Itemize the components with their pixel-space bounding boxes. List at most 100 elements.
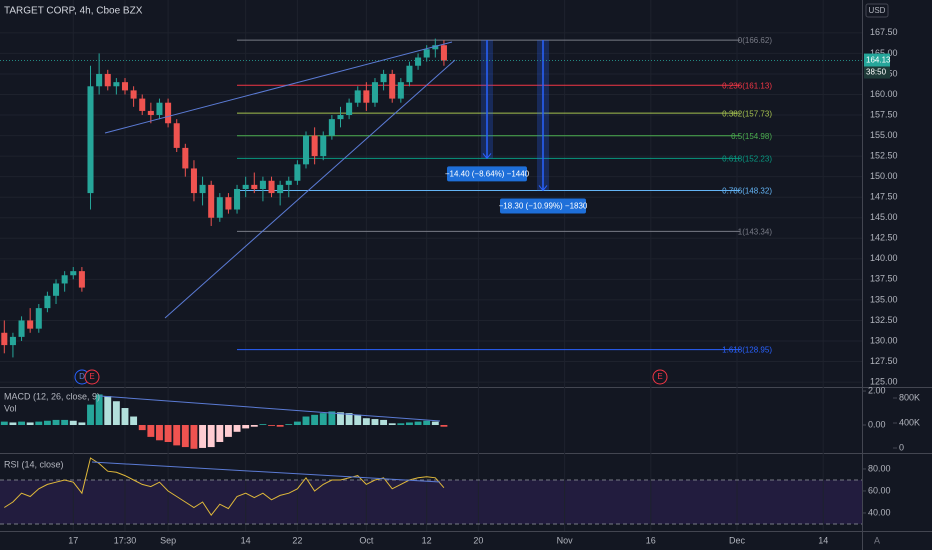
volume-tick-label: 400K	[899, 417, 920, 427]
macd-title: MACD (12, 26, close, 9)	[4, 391, 100, 401]
macd-bar	[18, 421, 25, 426]
y-tick-label: 155.00	[870, 130, 898, 140]
macd-bar	[156, 425, 163, 441]
macd-bar	[130, 416, 138, 426]
macd-tick-label: 0.00	[868, 419, 886, 429]
macd-bar	[268, 425, 275, 426]
macd-bar	[354, 414, 362, 426]
candle-body	[294, 164, 301, 181]
y-tick-label: 160.00	[870, 89, 898, 99]
candle-body	[268, 180, 275, 194]
macd-bar	[414, 421, 422, 426]
y-tick-label: 145.00	[870, 212, 898, 222]
candle-body	[302, 135, 310, 165]
candle-body	[139, 98, 146, 111]
macd-bar	[397, 423, 405, 426]
x-tick-label: 14	[241, 535, 251, 545]
measure-arrowhead	[482, 153, 492, 160]
macd-bar	[285, 424, 293, 426]
candle-body	[242, 184, 249, 189]
candle-body	[320, 135, 327, 157]
candle-body	[432, 45, 439, 50]
fib-label: 0(166.62)	[738, 36, 773, 45]
rsi-line	[4, 457, 445, 517]
candle-body	[44, 295, 51, 309]
macd-bar	[147, 425, 155, 437]
fib-label: 0.382(157.73)	[722, 109, 772, 118]
candle-body	[277, 184, 284, 194]
candle-body	[61, 275, 68, 284]
measure-box	[500, 198, 586, 214]
last-price-label: 164.13	[866, 56, 891, 65]
x-tick-label: 17:30	[114, 535, 137, 545]
macd-bar	[112, 401, 120, 426]
candle-body	[415, 57, 422, 66]
trend-line	[164, 59, 456, 319]
currency[interactable]: USD	[869, 6, 886, 15]
auto-scale-button[interactable]: A	[874, 535, 880, 545]
macd-bar	[95, 394, 103, 426]
macd-bar	[9, 422, 17, 426]
candle-body	[346, 102, 353, 116]
macd-bar	[311, 414, 319, 426]
rsi-tick-label: 40.00	[868, 507, 891, 517]
candle-body	[173, 123, 180, 148]
candle-body	[35, 308, 42, 329]
macd-bar	[250, 425, 258, 427]
macd-bar	[26, 422, 34, 426]
candle-body	[337, 115, 344, 120]
macd-bar	[181, 425, 189, 448]
y-tick-label: 147.50	[870, 192, 898, 202]
candle-body	[251, 184, 258, 189]
x-tick-label: Oct	[359, 535, 374, 545]
y-tick-label: 165.00	[870, 48, 898, 58]
measure-arrowhead	[538, 185, 548, 192]
macd-bar	[337, 412, 344, 426]
macd-bar	[233, 425, 241, 432]
y-tick-label: 140.00	[870, 253, 898, 263]
y-tick-label: 132.50	[870, 315, 898, 325]
symbol-title: TARGET CORP, 4h, Cboe BZX	[4, 6, 143, 17]
macd-bar	[78, 422, 86, 426]
candle-body	[440, 45, 447, 61]
divergence-line	[99, 395, 441, 422]
macd-bar	[371, 419, 379, 426]
fib-label: 1(143.34)	[738, 227, 773, 236]
candle-body	[87, 86, 94, 194]
candle-body	[397, 82, 404, 99]
candle-body	[104, 73, 111, 87]
macd-bar	[138, 425, 146, 431]
macd-bar	[388, 423, 396, 426]
volume-tick-label: 0	[899, 442, 904, 452]
candle-body	[9, 336, 16, 346]
candle-body	[1, 332, 8, 346]
y-tick-label: 130.00	[870, 335, 898, 345]
currency-box[interactable]	[865, 3, 889, 18]
rsi-tick-label: 80.00	[868, 463, 891, 473]
event-label: E	[89, 372, 94, 381]
macd-bar	[87, 404, 94, 426]
rsi-tick-label: 60.00	[868, 485, 891, 495]
macd-bar	[52, 419, 60, 426]
fib-label: 0.618(152.23)	[722, 154, 772, 163]
x-tick-label: 14	[818, 535, 828, 545]
measure-label: −14.40 (−8.64%) −1440	[445, 170, 530, 179]
candle-body	[156, 102, 163, 116]
countdown-label: 38:50	[866, 68, 887, 77]
y-tick-label: 135.00	[870, 294, 898, 304]
y-tick-label: 167.50	[870, 27, 898, 37]
measure-box	[447, 166, 527, 182]
x-tick-label: Nov	[557, 535, 574, 545]
rsi-title: RSI (14, close)	[4, 459, 64, 469]
candle-body	[53, 283, 60, 296]
candle-body	[190, 168, 197, 194]
trend-line	[104, 41, 453, 134]
fib-label: 0.5(154.98)	[731, 132, 772, 141]
candle-body	[70, 271, 77, 276]
macd-bar	[431, 421, 439, 426]
candle-body	[130, 90, 137, 99]
macd-bar	[104, 396, 112, 426]
x-tick-label: Sep	[160, 535, 176, 545]
candle-body	[147, 110, 154, 116]
